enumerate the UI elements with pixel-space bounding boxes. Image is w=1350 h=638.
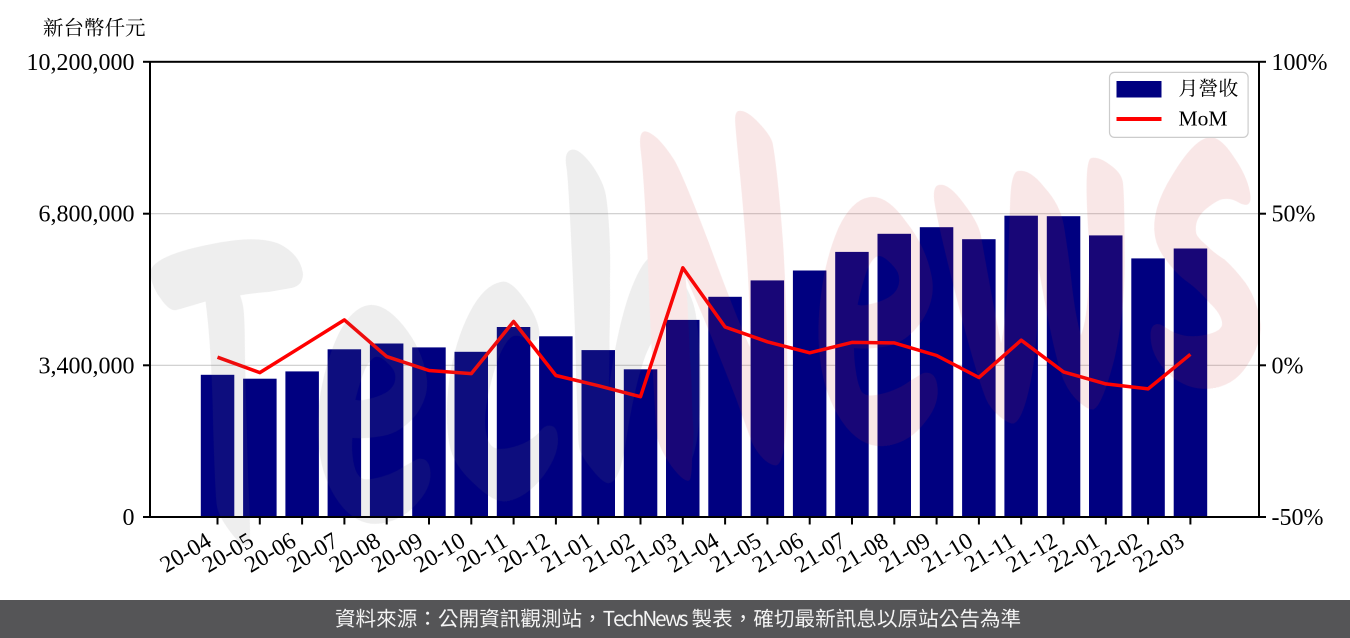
svg-text:MoM: MoM: [1179, 107, 1228, 131]
svg-text:3,400,000: 3,400,000: [39, 353, 135, 379]
svg-text:0: 0: [123, 505, 135, 531]
svg-text:-50%: -50%: [1272, 505, 1324, 531]
svg-text:10,200,000: 10,200,000: [27, 50, 135, 76]
svg-text:6,800,000: 6,800,000: [39, 202, 135, 228]
svg-text:50%: 50%: [1272, 202, 1316, 228]
svg-text:100%: 100%: [1272, 50, 1328, 76]
svg-text:0%: 0%: [1272, 353, 1304, 379]
